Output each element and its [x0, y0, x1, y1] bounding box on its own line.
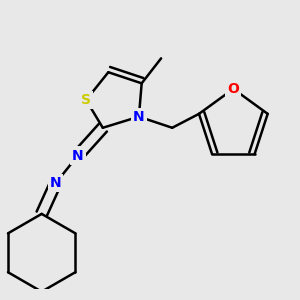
Text: N: N	[50, 176, 62, 190]
Text: N: N	[133, 110, 145, 124]
Text: N: N	[72, 148, 84, 163]
Text: S: S	[81, 93, 91, 107]
Text: O: O	[227, 82, 239, 96]
